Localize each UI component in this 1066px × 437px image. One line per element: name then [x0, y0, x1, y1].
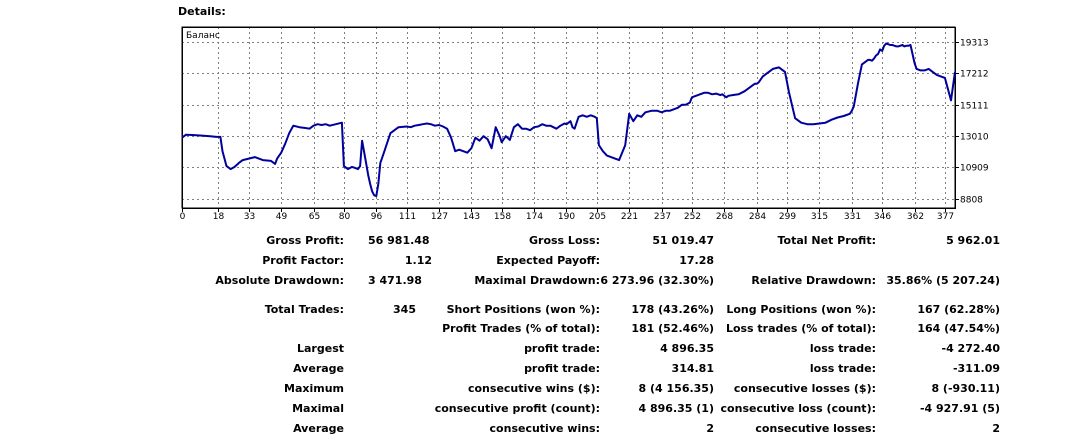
avg-profit-label: profit trade:: [524, 362, 600, 375]
short-positions-value: 178 (43.26%): [631, 303, 714, 316]
avg-loss-value: -311.09: [952, 362, 1000, 375]
details-heading: Details:: [178, 5, 226, 18]
x-tick-label: 158: [494, 212, 511, 222]
balance-line: [181, 42, 956, 197]
x-tick-label: 299: [779, 212, 796, 222]
abs-drawdown-value: 3 471.98: [368, 274, 422, 287]
abs-drawdown-label: Absolute Drawdown:: [215, 274, 344, 287]
average-label: Average: [293, 362, 344, 375]
x-tick-label: 49: [276, 212, 288, 222]
maximal-label: Maximal: [292, 402, 344, 415]
x-tick-label: 174: [526, 212, 543, 222]
x-tick-label: 18: [213, 212, 225, 222]
x-tick-label: 315: [811, 212, 828, 222]
long-positions-value: 167 (62.28%): [917, 303, 1000, 316]
plot-border: [182, 27, 956, 209]
x-tick-label: 33: [244, 212, 255, 222]
net-profit-label: Total Net Profit:: [777, 234, 877, 247]
gross-profit-label: Gross Profit:: [266, 234, 344, 247]
profit-factor-label: Profit Factor:: [262, 254, 344, 267]
expected-payoff-label: Expected Payoff:: [496, 254, 600, 267]
profit-factor-value: 1.12: [404, 254, 432, 267]
x-tick-label: 96: [371, 212, 383, 222]
rel-drawdown-label: Relative Drawdown:: [751, 274, 876, 287]
gross-loss-value: 51 019.47: [652, 234, 714, 247]
largest-profit-label: profit trade:: [524, 342, 600, 355]
avg-cons-losses-label: consecutive losses:: [755, 422, 876, 435]
loss-trades-value: 164 (47.54%): [917, 322, 1000, 335]
avg-cons-losses-value: 2: [992, 422, 1000, 435]
expected-payoff-value: 17.28: [679, 254, 714, 267]
rel-drawdown-value: 35.86% (5 207.24): [886, 274, 1000, 287]
y-tick-label: 19313: [960, 39, 989, 49]
x-tick-label: 268: [716, 212, 733, 222]
avg-loss-label: loss trade:: [809, 362, 876, 375]
x-tick-label: 331: [844, 212, 861, 222]
x-tick-label: 111: [399, 212, 416, 222]
max-cons-wins-value: 8 (4 156.35): [638, 382, 714, 395]
largest-label: Largest: [297, 342, 344, 355]
avg-cons-wins-label: consecutive wins:: [489, 422, 600, 435]
y-tick-label: 15111: [960, 102, 989, 112]
x-tick-label: 346: [874, 212, 891, 222]
x-tick-label: 80: [339, 212, 351, 222]
y-tick-label: 8808: [960, 196, 983, 206]
max-cons-losses-label: consecutive losses ($):: [733, 382, 876, 395]
x-tick-label: 221: [621, 212, 638, 222]
largest-loss-label: loss trade:: [809, 342, 876, 355]
x-tick-label: 127: [431, 212, 448, 222]
max-cons-losses-value: 8 (-930.11): [931, 382, 1000, 395]
x-tick-label: 0: [180, 212, 186, 222]
x-tick-label: 362: [907, 212, 924, 222]
avg-cons-wins-value: 2: [706, 422, 714, 435]
maximum-label: Maximum: [284, 382, 344, 395]
largest-loss-value: -4 272.40: [941, 342, 1001, 355]
series-title: Баланс: [186, 31, 220, 41]
largest-profit-value: 4 896.35: [660, 342, 714, 355]
y-tick-label: 17212: [960, 70, 989, 80]
x-tick-label: 205: [589, 212, 606, 222]
x-tick-label: 252: [684, 212, 701, 222]
avg-profit-value: 314.81: [671, 362, 714, 375]
average2-label: Average: [293, 422, 344, 435]
max-drawdown-value: 6 273.96 (32.30%): [600, 274, 714, 287]
x-tick-label: 65: [309, 212, 320, 222]
maximal-cons-profit-value: 4 896.35 (1): [638, 402, 714, 415]
short-positions-label: Short Positions (won %):: [446, 303, 600, 316]
loss-trades-label: Loss trades (% of total):: [725, 322, 876, 335]
profit-trades-value: 181 (52.46%): [631, 322, 714, 335]
total-trades-label: Total Trades:: [264, 303, 344, 316]
y-tick-label: 13010: [960, 133, 989, 143]
total-trades-value: 345: [393, 303, 416, 316]
gross-loss-label: Gross Loss:: [529, 234, 600, 247]
x-tick-label: 190: [558, 212, 575, 222]
gross-profit-value: 56 981.48: [368, 234, 430, 247]
net-profit-value: 5 962.01: [946, 234, 1000, 247]
x-tick-label: 284: [749, 212, 766, 222]
long-positions-label: Long Positions (won %):: [726, 303, 876, 316]
maximal-cons-loss-value: -4 927.91 (5): [919, 402, 1000, 415]
max-drawdown-label: Maximal Drawdown:: [474, 274, 600, 287]
balance-chart: 8808 10909 13010 15111 17212 19313 0 18 33 49 65 80…: [180, 26, 989, 222]
maximal-cons-profit-label: consecutive profit (count):: [434, 402, 600, 415]
max-cons-wins-label: consecutive wins ($):: [467, 382, 600, 395]
y-tick-label: 10909: [960, 164, 989, 174]
x-tick-label: 237: [654, 212, 671, 222]
x-tick-label: 143: [463, 212, 480, 222]
profit-trades-label: Profit Trades (% of total):: [442, 322, 600, 335]
x-tick-label: 377: [937, 212, 954, 222]
maximal-cons-loss-label: consecutive loss (count):: [720, 402, 876, 415]
